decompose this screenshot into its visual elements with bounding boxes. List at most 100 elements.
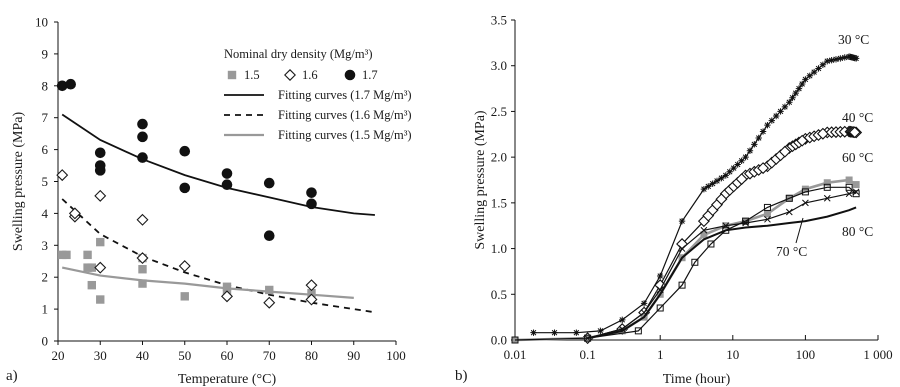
data-point [657, 272, 664, 280]
x-tick-label: 90 [347, 348, 360, 363]
data-point [700, 226, 708, 234]
data-point [763, 210, 771, 218]
data-point [137, 118, 148, 130]
data-point [222, 282, 232, 291]
data-point [810, 68, 818, 76]
data-point [265, 285, 274, 295]
data-point [837, 55, 844, 62]
y-tick-label: 9 [42, 46, 49, 61]
data-point [700, 185, 708, 193]
data-point [221, 179, 233, 190]
data-point [221, 168, 233, 179]
data-point [62, 250, 71, 260]
data-point [705, 183, 712, 190]
panel-label: a) [6, 368, 18, 384]
annotation-leader-line [795, 217, 804, 244]
panel-b-chart: 0.01 0.1 1 10 100 1 000 0.0 0.5 1.0 1.5 2.0 2.5 3.0 3… [455, 13, 893, 387]
data-point [306, 187, 317, 198]
y-tick-label: 1 [42, 302, 49, 317]
data-point [715, 193, 728, 206]
data-point [795, 85, 803, 92]
x-tick-label: 10 [726, 347, 739, 362]
data-point [138, 265, 147, 274]
data-point [634, 327, 642, 335]
data-point [597, 327, 604, 335]
y-axis-label: Swelling pressure (MPa) [473, 110, 488, 250]
data-point [757, 162, 770, 175]
data-point [815, 65, 822, 72]
data-point [640, 300, 648, 307]
x-tick-label: 80 [305, 348, 318, 363]
data-point [307, 288, 316, 298]
data-point [764, 215, 771, 223]
series-line [587, 206, 857, 340]
data-point [785, 208, 793, 216]
data-point [707, 240, 715, 248]
series-annotation: 40 °C [842, 110, 873, 125]
data-point [785, 194, 793, 202]
legend-label: 1.7 [362, 68, 378, 82]
series-line [587, 130, 857, 339]
data-point [136, 213, 149, 226]
series-annotation: 30 °C [838, 32, 869, 47]
data-point [763, 203, 771, 211]
data-point [755, 134, 762, 142]
data-point [726, 168, 733, 175]
data-point [530, 329, 537, 336]
data-point [709, 180, 716, 187]
x-tick-label: 0.01 [504, 347, 527, 362]
x-axis-label: Temperature (°C) [178, 372, 277, 387]
data-point [700, 231, 708, 239]
data-point [68, 207, 81, 220]
data-point [819, 61, 827, 68]
data-point [734, 161, 741, 168]
y-tick-label: 7 [42, 110, 49, 125]
data-point [94, 189, 107, 202]
x-tick-label: 30 [94, 348, 107, 363]
data-point [87, 263, 96, 272]
x-tick-label: 20 [52, 348, 65, 363]
data-point [722, 172, 729, 179]
data-point [178, 260, 191, 273]
x-tick-label: 100 [386, 348, 406, 363]
data-point [823, 179, 831, 187]
data-point [852, 188, 860, 196]
data-point [735, 173, 748, 186]
data-point [137, 152, 148, 163]
y-tick-label: 6 [42, 142, 49, 157]
data-point [305, 293, 318, 306]
data-point [179, 182, 191, 194]
data-point [56, 169, 69, 182]
data-point [656, 304, 664, 312]
data-point [678, 217, 686, 225]
data-point [852, 181, 860, 189]
y-tick-label: 2.5 [491, 104, 507, 119]
data-point [792, 89, 799, 97]
data-point [824, 57, 831, 65]
panel-a-chart: 20 30 40 50 60 70 80 90 100 0 1 2 3 4 5 6 7 8 9 10 Temperatu… [6, 15, 412, 387]
x-tick-label: 0.1 [579, 347, 595, 362]
data-point [96, 237, 105, 247]
data-point [802, 76, 809, 83]
legend-marker [284, 69, 296, 81]
data-point [798, 80, 806, 88]
legend-label: Fitting curves (1.6 Mg/m³) [278, 108, 412, 122]
data-point [263, 230, 275, 242]
data-point [619, 316, 626, 324]
x-tick-label: 1 [657, 347, 664, 362]
data-point [722, 226, 730, 234]
data-point [845, 190, 853, 198]
x-tick-label: 50 [178, 348, 191, 363]
x-tick-label: 100 [796, 347, 816, 362]
y-tick-label: 2 [42, 270, 49, 285]
series-annotation: 80 °C [842, 224, 873, 239]
data-point [511, 336, 519, 344]
data-point [738, 157, 745, 164]
data-point [852, 190, 860, 198]
data-point [823, 194, 831, 202]
y-tick-label: 0.0 [491, 333, 507, 348]
data-point [263, 296, 276, 309]
data-point [772, 112, 780, 120]
data-point [136, 252, 149, 265]
